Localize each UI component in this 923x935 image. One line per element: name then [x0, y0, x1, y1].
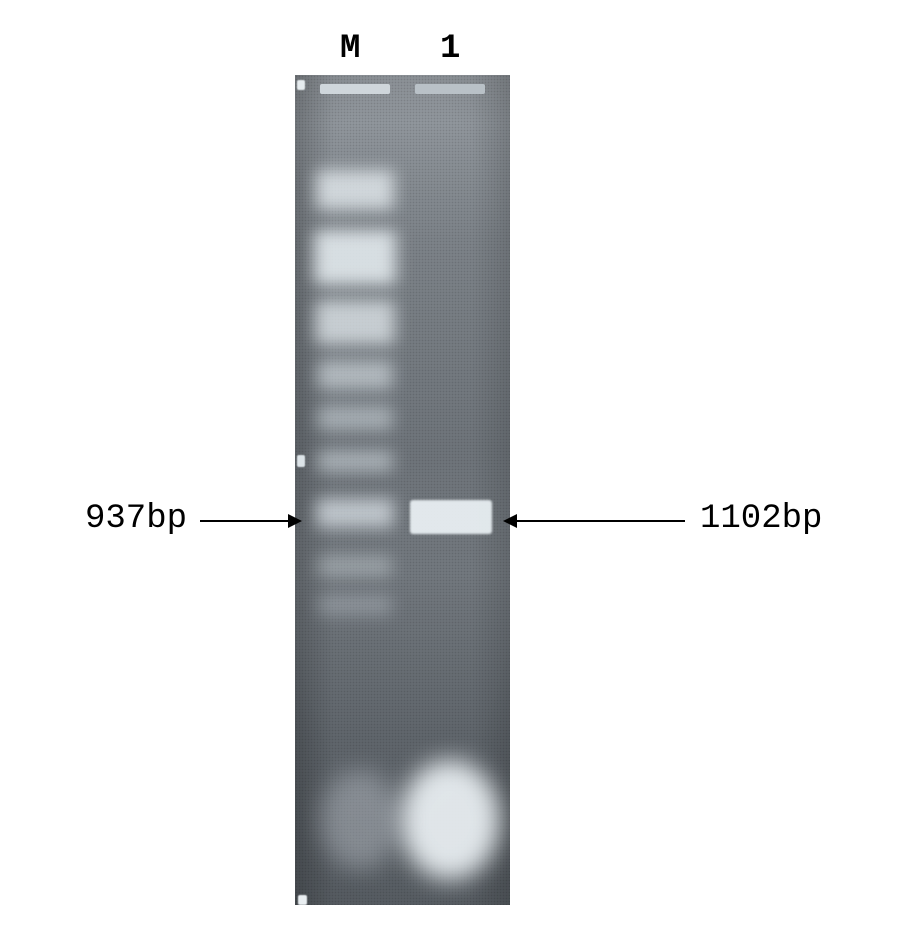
ladder-band-1: [314, 230, 396, 285]
figure-canvas: M 1 937bp 1102bp: [0, 0, 923, 935]
gel-well-0: [320, 84, 390, 94]
gel-side-dot-0: [297, 80, 305, 90]
lane-label-1: 1: [440, 30, 460, 68]
ladder-band-6: [316, 498, 394, 528]
ladder-band-4: [317, 405, 393, 431]
annotation-right-text: 1102bp: [700, 500, 822, 538]
ladder-band-0: [316, 170, 394, 210]
sample-band-2: [320, 770, 400, 870]
sample-band-0: [410, 500, 492, 534]
lane-label-m: M: [340, 30, 360, 68]
ladder-band-8: [318, 595, 392, 615]
annotation-right-arrow: [505, 520, 685, 522]
ladder-band-7: [318, 555, 392, 577]
annotation-left-arrow: [200, 520, 300, 522]
annotation-left-text: 937bp: [85, 500, 187, 538]
gel-image: [295, 75, 510, 905]
ladder-band-3: [317, 360, 393, 390]
ladder-band-5: [317, 450, 393, 472]
gel-side-dot-2: [298, 895, 307, 905]
sample-band-1: [400, 760, 500, 880]
ladder-band-2: [315, 300, 395, 345]
gel-side-dot-1: [297, 455, 305, 467]
gel-well-1: [415, 84, 485, 94]
